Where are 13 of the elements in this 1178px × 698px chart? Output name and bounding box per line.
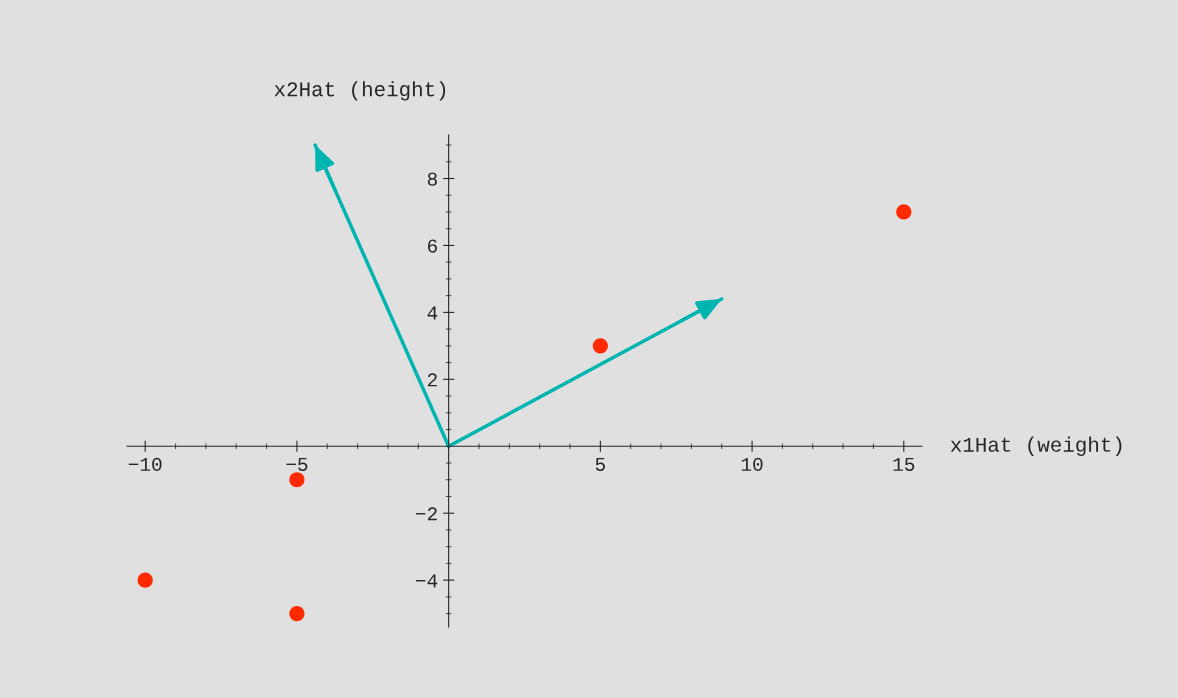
x-axis-title: x1Hat (weight) (950, 436, 1122, 456)
y-tick-label: 2 (427, 373, 437, 387)
y-tick-label: −2 (416, 507, 437, 521)
x-tick-label: 5 (595, 457, 605, 471)
y-tick-label: 8 (427, 172, 437, 186)
x-tick-label: −10 (128, 457, 162, 471)
y-axis-title: x2Hat (height) (274, 81, 446, 101)
x-tick-label: 15 (893, 457, 915, 471)
x-tick-label: −5 (286, 457, 308, 471)
y-tick-label: 4 (427, 306, 438, 320)
x-tick-label: 10 (741, 457, 763, 471)
y-tick-label: 6 (427, 239, 437, 253)
y-tick-label: −4 (416, 574, 438, 588)
